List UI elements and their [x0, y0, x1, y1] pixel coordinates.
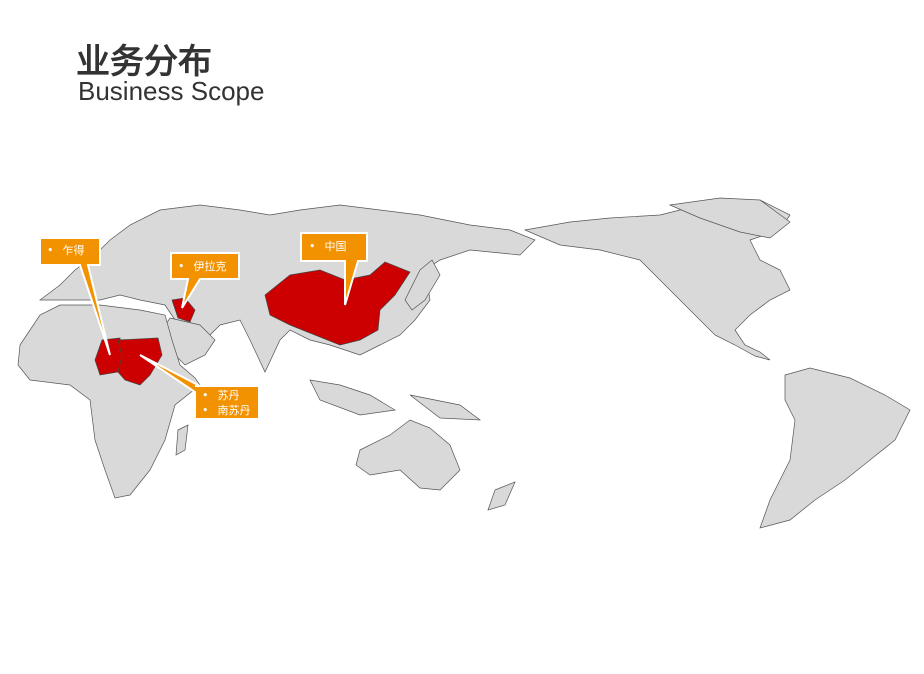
callout-item: 苏丹 [202, 388, 251, 403]
callout-label-sudan: 苏丹南苏丹 [202, 388, 251, 418]
se-asia [309, 379, 482, 421]
callout-item: 伊拉克 [178, 259, 227, 274]
callout-item: 南苏丹 [202, 403, 251, 418]
south-america [759, 367, 911, 529]
highlighted-countries [94, 261, 411, 386]
australia [355, 419, 461, 491]
japan [404, 259, 441, 311]
new-zealand [487, 481, 516, 511]
page-subtitle: Business Scope [78, 76, 265, 106]
madagascar [175, 424, 189, 456]
callout-label-iraq: 伊拉克 [178, 259, 227, 274]
callout-item: 乍得 [47, 243, 85, 258]
callout-label-chad: 乍得 [47, 243, 85, 258]
callout-label-china: 中国 [309, 239, 347, 254]
page-title: 业务分布 [76, 42, 212, 82]
china [264, 261, 411, 346]
callout-item: 中国 [309, 239, 347, 254]
iraq [171, 297, 196, 323]
greenland [668, 197, 791, 239]
sudan-south-sudan [117, 337, 163, 386]
